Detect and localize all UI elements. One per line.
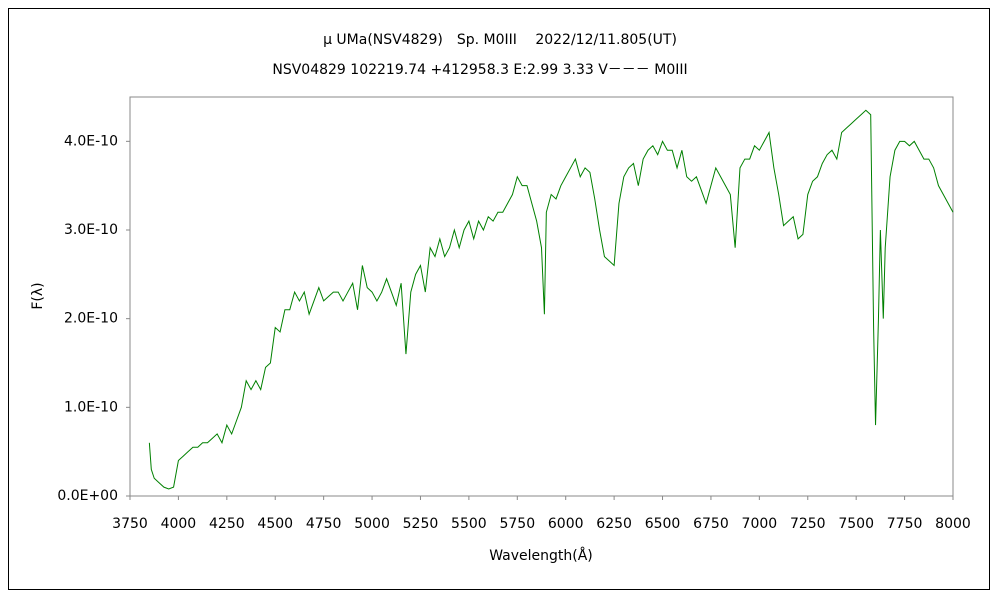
x-axis-label: Wavelength(Å) [489, 547, 593, 564]
plot-area [129, 96, 954, 497]
x-tick-label: 4250 [209, 516, 245, 532]
x-tick-label: 3750 [112, 516, 148, 532]
x-tick-label: 7750 [887, 516, 923, 532]
x-tick-label: 5000 [354, 516, 390, 532]
x-tick-label: 5500 [451, 516, 487, 532]
chart-subtitle: NSV04829 102219.74 +412958.3 E:2.99 3.33… [272, 62, 687, 78]
x-tick-label: 6500 [645, 516, 681, 532]
y-tick-label: 1.0E-10 [64, 399, 118, 415]
spectrum-line [148, 109, 954, 490]
x-tick-label: 5250 [403, 516, 439, 532]
chart-title: μ UMa(NSV4829) Sp. M0III 2022/12/11.805(… [323, 32, 677, 48]
x-tick-label: 8000 [935, 516, 971, 532]
y-tick-label: 2.0E-10 [64, 311, 118, 327]
x-tick-label: 4750 [306, 516, 342, 532]
x-tick-label: 4000 [161, 516, 197, 532]
y-tick-label: 4.0E-10 [64, 133, 118, 149]
x-tick-label: 7250 [790, 516, 826, 532]
y-axis-label: F(λ) [30, 282, 46, 309]
x-tick-label: 7000 [742, 516, 778, 532]
x-tick-label: 4500 [257, 516, 293, 532]
x-tick-label: 7500 [838, 516, 874, 532]
x-tick-label: 6000 [548, 516, 584, 532]
x-tick-label: 5750 [499, 516, 535, 532]
x-tick-label: 6250 [596, 516, 632, 532]
y-tick-label: 3.0E-10 [64, 222, 118, 238]
x-tick-label: 6750 [693, 516, 729, 532]
y-tick-label: 0.0E+00 [57, 488, 118, 504]
